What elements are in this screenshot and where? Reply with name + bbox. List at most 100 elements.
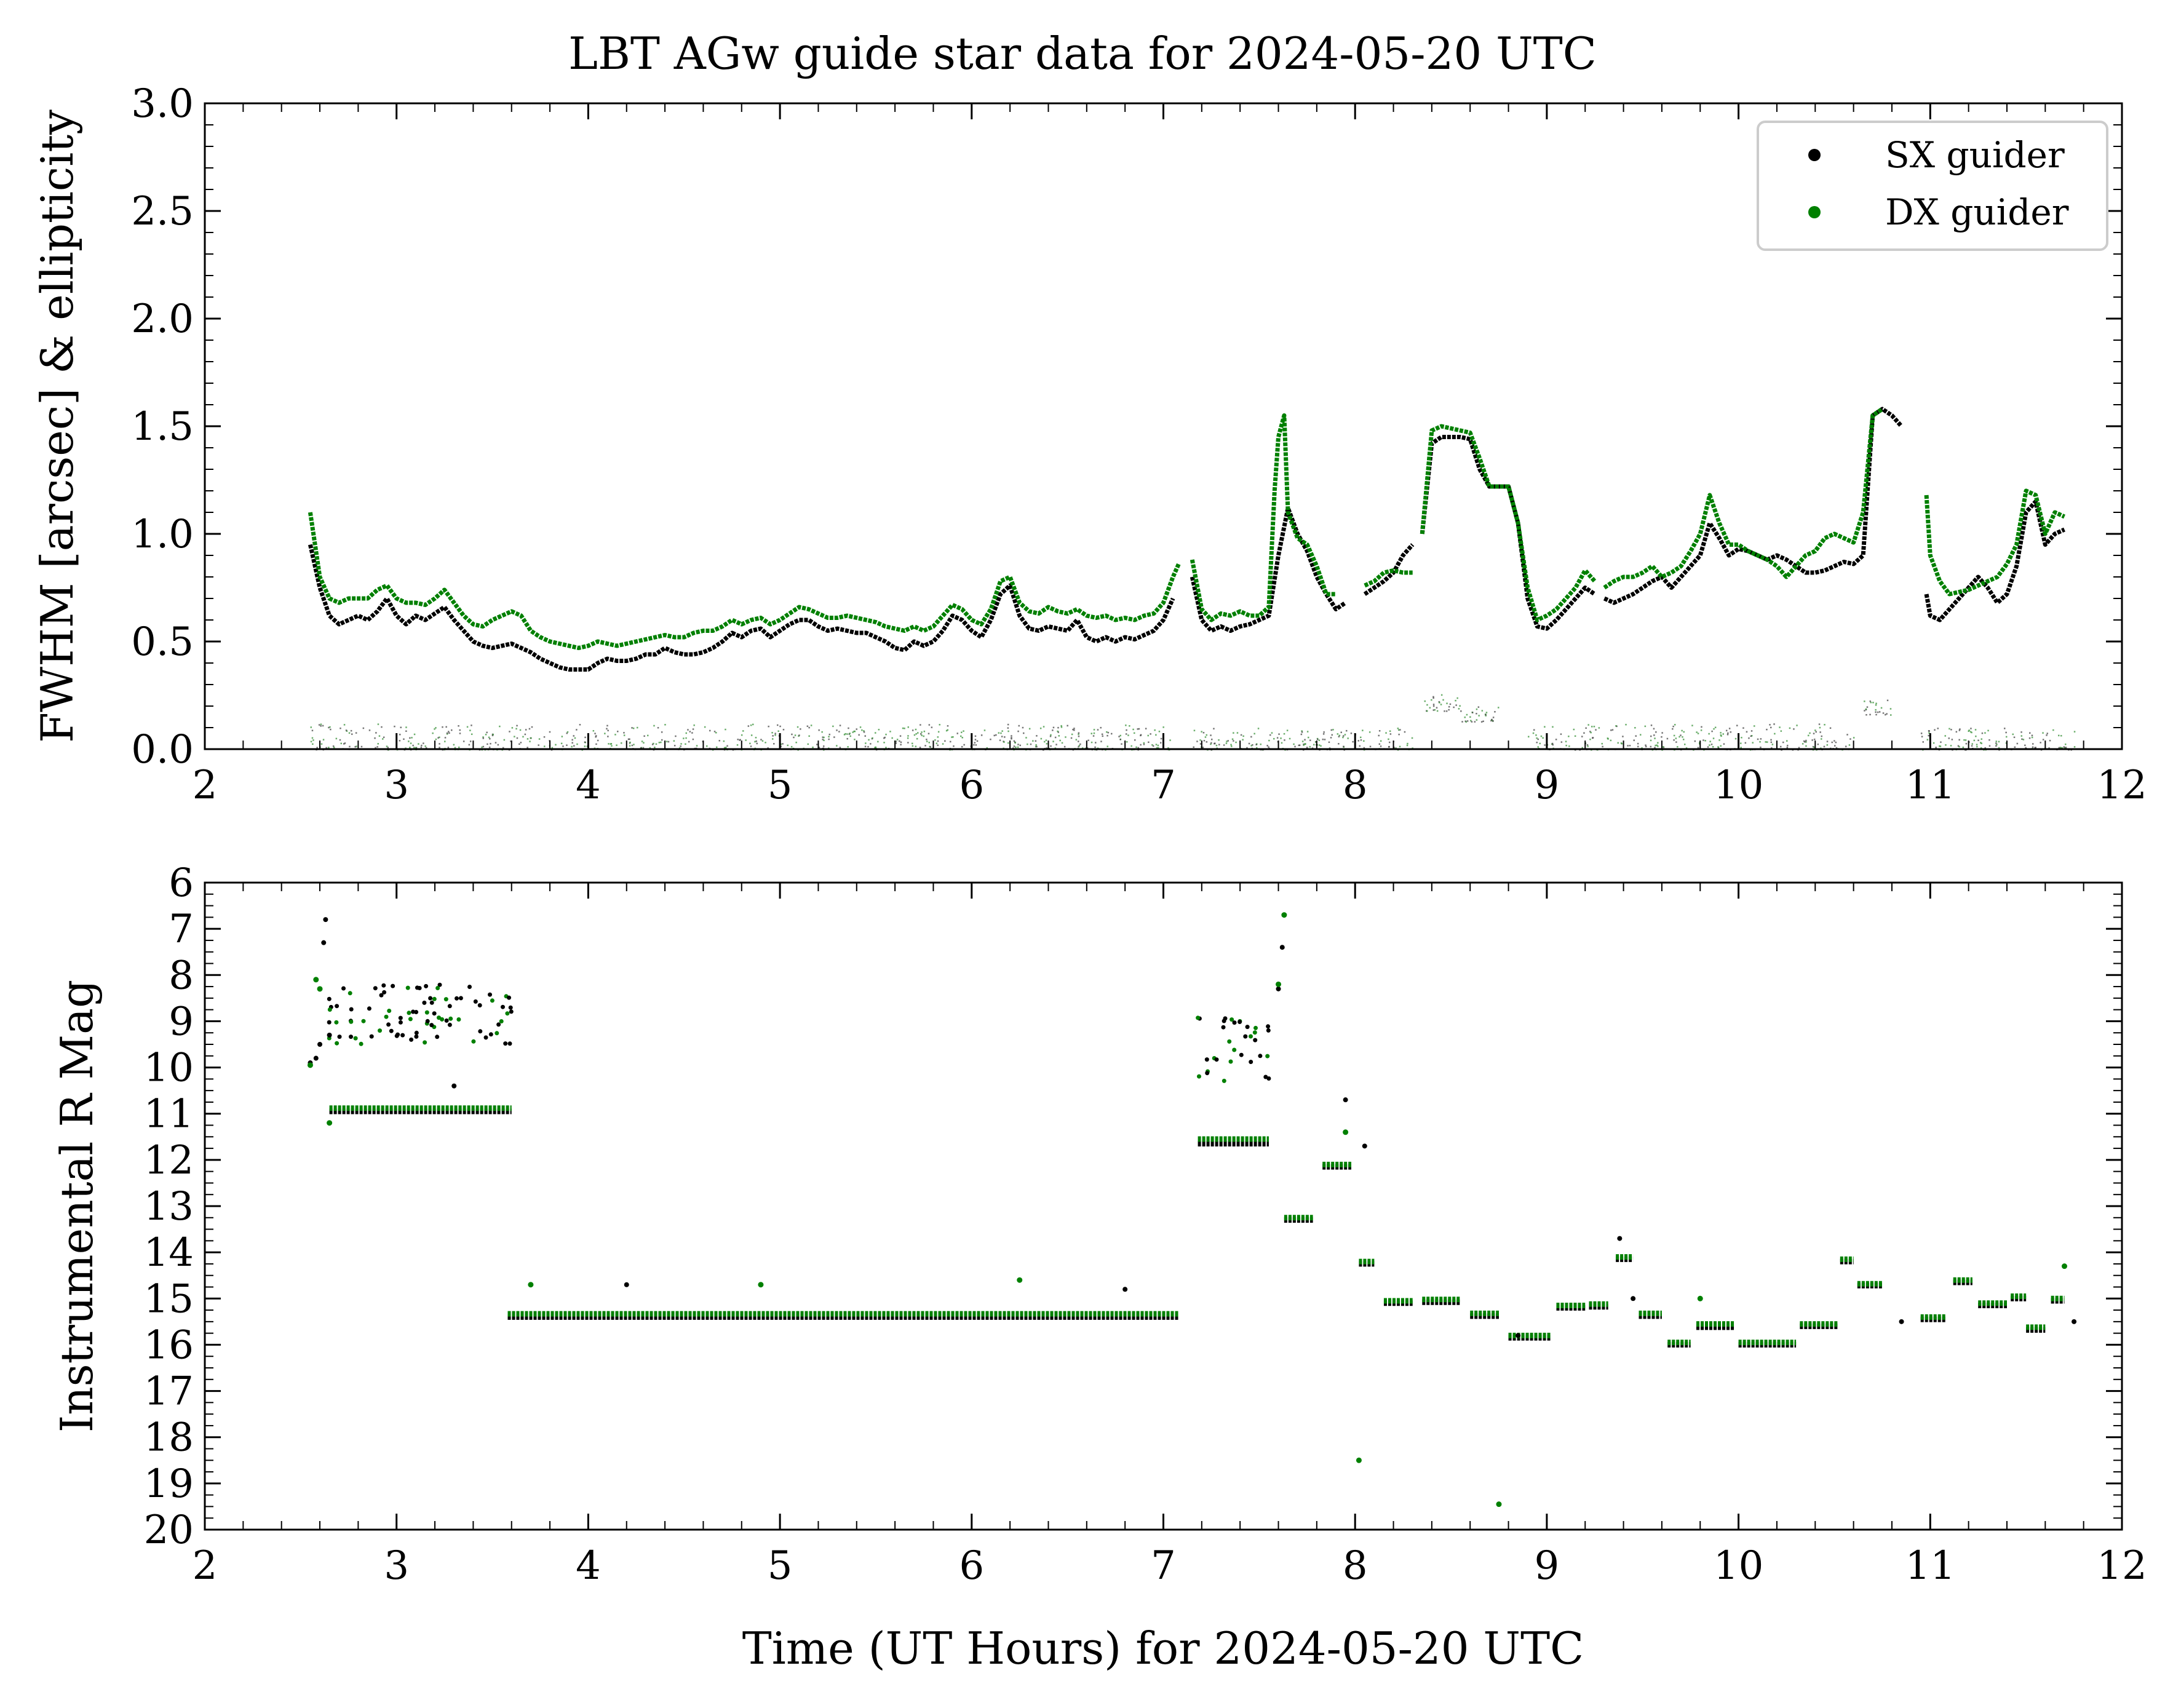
ellipticity-point	[1625, 723, 1627, 726]
ellipticity-point	[1971, 743, 1973, 745]
ellipticity-point	[923, 735, 924, 737]
ellipticity-point	[1323, 731, 1325, 733]
ellipticity-point	[1014, 742, 1016, 744]
ellipticity-point	[311, 737, 314, 739]
ellipticity-point	[409, 737, 411, 739]
ellipticity-point	[1494, 711, 1496, 713]
sx-mag-point	[478, 1029, 483, 1034]
ellipticity-point	[1378, 743, 1381, 745]
ellipticity-point	[642, 747, 645, 749]
ellipticity-point	[339, 739, 341, 741]
ellipticity-point	[444, 737, 447, 739]
ellipticity-point	[418, 743, 419, 745]
ellipticity-point	[752, 723, 754, 726]
ellipticity-point	[1429, 707, 1431, 709]
ellipticity-point	[432, 732, 434, 734]
ellipticity-point	[838, 731, 840, 733]
ellipticity-point	[1134, 732, 1135, 734]
ellipticity-point	[1875, 702, 1877, 704]
ellipticity-point	[1301, 731, 1303, 733]
ellipticity-point	[1681, 729, 1683, 732]
ellipticity-point	[1269, 734, 1271, 736]
dx-mag-point	[313, 977, 319, 983]
ellipticity-point	[420, 746, 423, 749]
ellipticity-point	[1107, 731, 1110, 734]
ellipticity-point	[1875, 713, 1877, 716]
dx-mag-point	[2061, 1263, 2067, 1269]
ellipticity-point	[1398, 729, 1400, 731]
sx-mag-point	[424, 983, 429, 988]
ellipticity-point	[777, 730, 779, 732]
ellipticity-point	[1106, 745, 1108, 747]
ellipticity-point	[974, 742, 976, 744]
ellipticity-point	[1959, 728, 1961, 730]
ellipticity-point	[920, 724, 921, 726]
ellipticity-point	[1757, 738, 1759, 741]
ellipticity-point	[1720, 735, 1722, 737]
ellipticity-point	[1236, 732, 1239, 734]
bottom-x-tick-label: 11	[1905, 1543, 1955, 1589]
ellipticity-point	[665, 741, 668, 742]
sx-fwhm-segment	[1603, 407, 1904, 605]
ellipticity-point	[1268, 746, 1269, 748]
dx-mag-point	[528, 1282, 534, 1288]
ellipticity-point	[405, 730, 407, 732]
ellipticity-point	[320, 743, 323, 745]
dx-fwhm-segment	[308, 512, 1181, 650]
ellipticity-point	[779, 725, 781, 728]
ellipticity-point	[1276, 737, 1279, 739]
ellipticity-point	[1935, 747, 1937, 749]
dx-mag-point	[432, 996, 437, 1001]
ellipticity-point	[1752, 742, 1754, 744]
ellipticity-point	[1035, 744, 1037, 746]
ellipticity-point	[413, 747, 415, 749]
ellipticity-point	[1573, 728, 1575, 731]
dx-mag-point	[1343, 1129, 1349, 1135]
ellipticity-point	[1003, 741, 1005, 743]
ellipticity-point	[1720, 745, 1722, 747]
ellipticity-point	[1040, 737, 1043, 740]
ellipticity-point	[1017, 744, 1019, 745]
bottom-y-tick-label: 18	[144, 1415, 194, 1461]
ellipticity-point	[1431, 699, 1432, 701]
dx-mag-point	[448, 1016, 453, 1021]
ellipticity-point	[1835, 747, 1838, 749]
ellipticity-point	[856, 728, 857, 730]
sx-mag-point	[317, 1042, 323, 1047]
ellipticity-point	[1726, 734, 1729, 736]
ellipticity-point	[1388, 746, 1390, 748]
ellipticity-point	[912, 745, 914, 747]
ellipticity-point	[459, 729, 461, 731]
ellipticity-point	[1440, 704, 1442, 705]
ellipticity-point	[1439, 702, 1440, 704]
ellipticity-point	[1565, 744, 1567, 747]
ellipticity-point	[368, 729, 371, 731]
ellipticity-point	[1533, 729, 1535, 731]
ellipticity-point	[469, 741, 472, 742]
bottom-x-tick-label: 5	[768, 1543, 793, 1589]
ellipticity-point	[1980, 747, 1982, 749]
ellipticity-point	[923, 730, 926, 733]
ellipticity-point	[1030, 743, 1032, 745]
ellipticity-point	[1974, 729, 1977, 731]
ellipticity-point	[1470, 720, 1472, 721]
ellipticity-point	[1257, 728, 1260, 729]
ellipticity-point	[1218, 744, 1220, 745]
ellipticity-point	[1071, 733, 1073, 736]
ellipticity-point	[1304, 739, 1306, 741]
bottom-x-tick-label: 4	[576, 1543, 601, 1589]
ellipticity-point	[863, 730, 865, 732]
ellipticity-point	[1461, 721, 1463, 723]
ellipticity-point	[1673, 734, 1675, 737]
ellipticity-point	[884, 736, 886, 739]
ellipticity-point	[1654, 737, 1656, 739]
ellipticity-point	[858, 734, 860, 736]
ellipticity-point	[1976, 744, 1978, 745]
ellipticity-point	[875, 732, 876, 734]
sx-mag-point	[1516, 1333, 1521, 1338]
sx-mag-point	[1245, 1025, 1250, 1030]
ellipticity-point	[931, 726, 933, 728]
ellipticity-point	[1082, 747, 1084, 749]
ellipticity-point	[520, 742, 522, 744]
